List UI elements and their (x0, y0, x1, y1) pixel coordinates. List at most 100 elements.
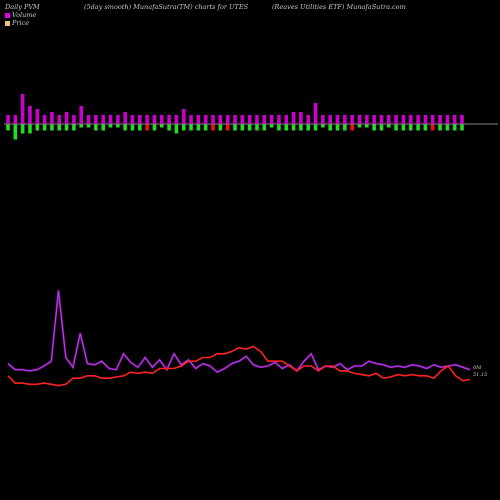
pvm-bar-up (138, 115, 142, 124)
legend-volume-label: Volume (12, 11, 37, 19)
pvm-bar-down (277, 124, 281, 131)
pvm-bar-down (321, 124, 325, 128)
pvm-bar-down (57, 124, 62, 131)
pvm-bar-up (28, 106, 32, 124)
pvm-bar-down (225, 124, 230, 131)
pvm-bar-up (328, 115, 332, 124)
pvm-bar-down (72, 124, 76, 131)
pvm-bar-down (218, 124, 223, 131)
pvm-bar-down (372, 124, 376, 131)
pvm-bar-up (460, 115, 464, 124)
pvm-bar-down (343, 124, 347, 131)
pvm-bar-down (94, 124, 98, 131)
header-right-label: (Reaves Utilities ETF) MunafaSutra.com (272, 3, 406, 11)
pvm-bar-down (299, 124, 303, 131)
pvm-bar-down (13, 124, 18, 140)
pvm-bar-down (416, 124, 420, 131)
pvm-bar-up (386, 115, 391, 124)
pvm-bar-down (196, 124, 201, 131)
header-left-label: Daily PVM (5, 3, 40, 11)
pvm-bar-up (57, 115, 62, 124)
pvm-bar-up (196, 115, 201, 124)
pvm-bar-down (130, 124, 135, 131)
pvm-bar-down (284, 124, 289, 131)
pvm-bar-up (130, 115, 135, 124)
pvm-bar-up (35, 109, 40, 124)
pvm-bar-down (438, 124, 442, 131)
pvm-bar-up (379, 115, 384, 124)
pvm-bar-up (430, 115, 435, 124)
pvm-bar-up (174, 115, 179, 124)
pvm-bar-down (460, 124, 464, 131)
pvm-bar-up (64, 112, 69, 124)
pvm-bar-up (452, 115, 457, 124)
pvm-bar-down (79, 124, 84, 128)
pvm-bar-down (159, 124, 164, 128)
pvm-bar-down (430, 124, 435, 131)
pvm-bar-up (321, 115, 325, 124)
pvm-bar-down (64, 124, 69, 131)
pvm-bar-up (445, 115, 450, 124)
pvm-bar-up (438, 115, 442, 124)
legend-price-label: Price (12, 19, 30, 27)
pvm-bar-down (401, 124, 406, 131)
pvm-bar-up (13, 115, 18, 124)
legend-volume: Volume (5, 11, 36, 19)
pvm-bar-up (159, 115, 164, 124)
pvm-bar-down (386, 124, 391, 128)
pvm-bar-up (313, 103, 318, 124)
pvm-bar-up (423, 115, 428, 124)
pvm-bar-down (101, 124, 105, 131)
legend-price: Price (5, 19, 29, 27)
pvm-bar-up (269, 115, 274, 124)
pvm-bar-down (50, 124, 54, 131)
pvm-bar-up (152, 115, 157, 124)
pvm-bar-down (408, 124, 413, 131)
pvm-bar-down (445, 124, 450, 131)
pvm-bar-up (72, 115, 76, 124)
pvm-bar-down (181, 124, 186, 131)
volume-end-label: 0M (473, 365, 482, 371)
pvm-bar-down (152, 124, 157, 131)
pvm-bar-down (379, 124, 384, 131)
pvm-bar-up (416, 115, 420, 124)
pvm-bar-down (123, 124, 127, 131)
volume-line (7, 290, 471, 373)
pvm-bar-down (116, 124, 120, 128)
pvm-bar-up (291, 112, 296, 124)
pvm-bar-up (335, 115, 340, 124)
pvm-bar-up (218, 115, 223, 124)
pvm-bar-up (233, 115, 237, 124)
pvm-bar-up (343, 115, 347, 124)
pvm-bar-down (255, 124, 259, 131)
pvm-bar-down (335, 124, 340, 131)
pvm-bar-up (94, 115, 98, 124)
pvm-bar-up (42, 115, 47, 124)
pvm-bar-up (116, 115, 120, 124)
pvm-bar-up (306, 115, 311, 124)
pvm-bar-up (181, 109, 186, 124)
pvm-bar-down (174, 124, 179, 134)
pvm-bar-up (401, 115, 406, 124)
pvm-bar-down (28, 124, 32, 134)
pvm-bar-down (350, 124, 354, 131)
pvm-bar-down (167, 124, 171, 131)
pvm-bar-up (101, 115, 105, 124)
pvm-bar-down (211, 124, 215, 131)
pvm-bar-up (255, 115, 259, 124)
pvm-bar-up (211, 115, 215, 124)
pvm-bar-up (394, 115, 398, 124)
pvm-bar-up (284, 115, 289, 124)
pvm-bar-up (262, 115, 267, 124)
pvm-bar-down (291, 124, 296, 131)
pvm-bar-up (6, 115, 10, 124)
pvm-bar-down (306, 124, 311, 131)
pvm-bar-down (313, 124, 318, 131)
pvm-bar-up (372, 115, 376, 124)
pvm-bar-down (42, 124, 47, 131)
pvm-bar-down (86, 124, 91, 128)
pvm-bar-up (225, 115, 230, 124)
pvm-bar-up (350, 115, 354, 124)
pvm-bar-down (35, 124, 40, 131)
